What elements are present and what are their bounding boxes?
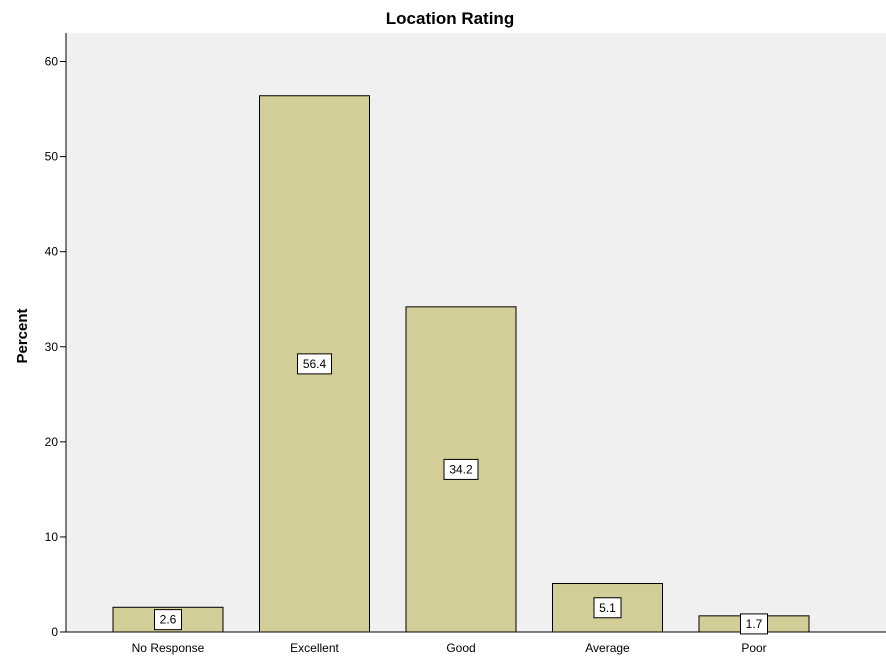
data-label-box [443, 458, 479, 480]
data-label-average: 5.1 [593, 597, 622, 619]
y-tick-label: 60 [45, 55, 59, 69]
y-tick-label: 20 [45, 435, 59, 449]
data-labels-layer: 2.6 56.4 34.2 5.1 1.7 [154, 353, 768, 635]
y-tick-label: 50 [45, 150, 59, 164]
data-label-text: 2.6 [160, 613, 177, 627]
x-tick-label: Excellent [290, 641, 339, 655]
data-label-no-response: 2.6 [154, 609, 182, 631]
y-tick-label: 0 [51, 625, 58, 639]
data-label-text: 34.2 [449, 462, 473, 476]
data-label-good: 34.2 [443, 458, 479, 480]
data-label-box [593, 597, 622, 619]
x-tick-label: Poor [741, 641, 766, 655]
data-label-box [740, 613, 768, 635]
data-label-poor: 1.7 [740, 613, 768, 635]
data-label-text: 56.4 [303, 357, 327, 371]
data-label-text: 1.7 [746, 617, 763, 631]
data-label-excellent: 56.4 [297, 353, 332, 375]
y-tick-label: 10 [45, 530, 59, 544]
x-tick-label: Good [446, 641, 475, 655]
data-label-box [297, 353, 332, 375]
axes-layer: 0 10 20 30 40 50 60 No Response Excellent Good Ave… [45, 33, 886, 655]
data-label-box [154, 609, 182, 631]
y-tick-label: 30 [45, 340, 59, 354]
x-tick-label: Average [585, 641, 630, 655]
x-tick-label: No Response [132, 641, 205, 655]
data-label-text: 5.1 [599, 601, 616, 615]
chart-title: Location Rating [386, 9, 514, 28]
y-tick-label: 40 [45, 245, 59, 259]
y-axis-label: Percent [14, 308, 31, 363]
